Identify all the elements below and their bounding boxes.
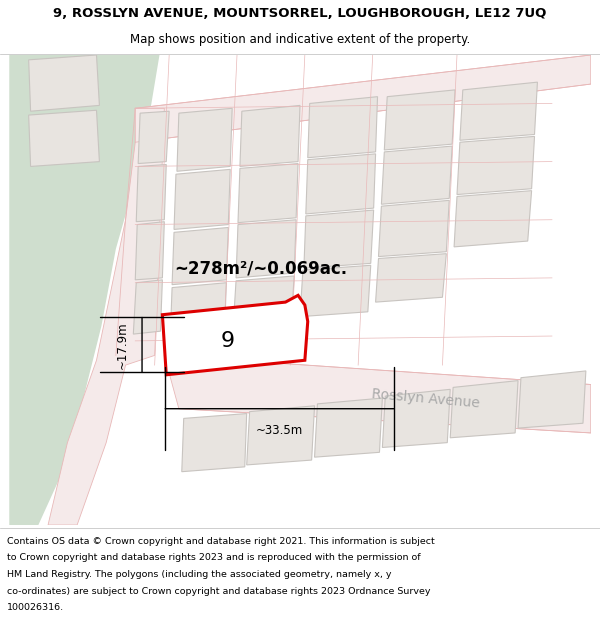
Text: ~278m²/~0.069ac.: ~278m²/~0.069ac. — [175, 259, 348, 278]
Text: 9, ROSSLYN AVENUE, MOUNTSORREL, LOUGHBOROUGH, LE12 7UQ: 9, ROSSLYN AVENUE, MOUNTSORREL, LOUGHBOR… — [53, 8, 547, 20]
Polygon shape — [172, 228, 228, 284]
Polygon shape — [314, 398, 382, 457]
Polygon shape — [304, 210, 374, 268]
Text: 9: 9 — [220, 331, 235, 351]
Polygon shape — [29, 55, 100, 111]
Polygon shape — [454, 191, 532, 247]
Polygon shape — [167, 339, 224, 357]
Polygon shape — [29, 110, 100, 166]
Polygon shape — [135, 55, 591, 142]
Polygon shape — [238, 164, 298, 222]
Polygon shape — [308, 97, 377, 158]
Polygon shape — [300, 265, 371, 317]
Polygon shape — [177, 108, 232, 171]
Text: Contains OS data © Crown copyright and database right 2021. This information is : Contains OS data © Crown copyright and d… — [7, 537, 435, 546]
Polygon shape — [9, 55, 160, 525]
Text: 100026316.: 100026316. — [7, 603, 64, 612]
Polygon shape — [234, 276, 294, 312]
Polygon shape — [240, 106, 300, 166]
Polygon shape — [376, 254, 446, 302]
Polygon shape — [136, 164, 166, 222]
Polygon shape — [306, 154, 376, 214]
Polygon shape — [135, 222, 164, 280]
Polygon shape — [382, 146, 452, 204]
Text: ~17.9m: ~17.9m — [116, 321, 129, 369]
Polygon shape — [385, 90, 455, 150]
Text: to Crown copyright and database rights 2023 and is reproduced with the permissio: to Crown copyright and database rights 2… — [7, 554, 421, 562]
Polygon shape — [247, 406, 314, 465]
Polygon shape — [164, 356, 591, 433]
Polygon shape — [457, 136, 535, 194]
Polygon shape — [133, 280, 163, 334]
Polygon shape — [174, 169, 230, 229]
Polygon shape — [48, 108, 164, 525]
Polygon shape — [182, 414, 247, 472]
Polygon shape — [163, 296, 308, 375]
Polygon shape — [518, 371, 586, 428]
Polygon shape — [138, 111, 169, 164]
Polygon shape — [450, 381, 518, 438]
Text: ~33.5m: ~33.5m — [256, 424, 303, 436]
Polygon shape — [382, 389, 450, 448]
Polygon shape — [460, 82, 538, 140]
Text: Map shows position and indicative extent of the property.: Map shows position and indicative extent… — [130, 33, 470, 46]
Text: HM Land Registry. The polygons (including the associated geometry, namely x, y: HM Land Registry. The polygons (includin… — [7, 570, 392, 579]
Polygon shape — [379, 201, 449, 257]
Text: Rosslyn Avenue: Rosslyn Avenue — [371, 388, 481, 411]
Polygon shape — [170, 282, 226, 341]
Polygon shape — [236, 220, 296, 278]
Text: co-ordinates) are subject to Crown copyright and database rights 2023 Ordnance S: co-ordinates) are subject to Crown copyr… — [7, 586, 431, 596]
